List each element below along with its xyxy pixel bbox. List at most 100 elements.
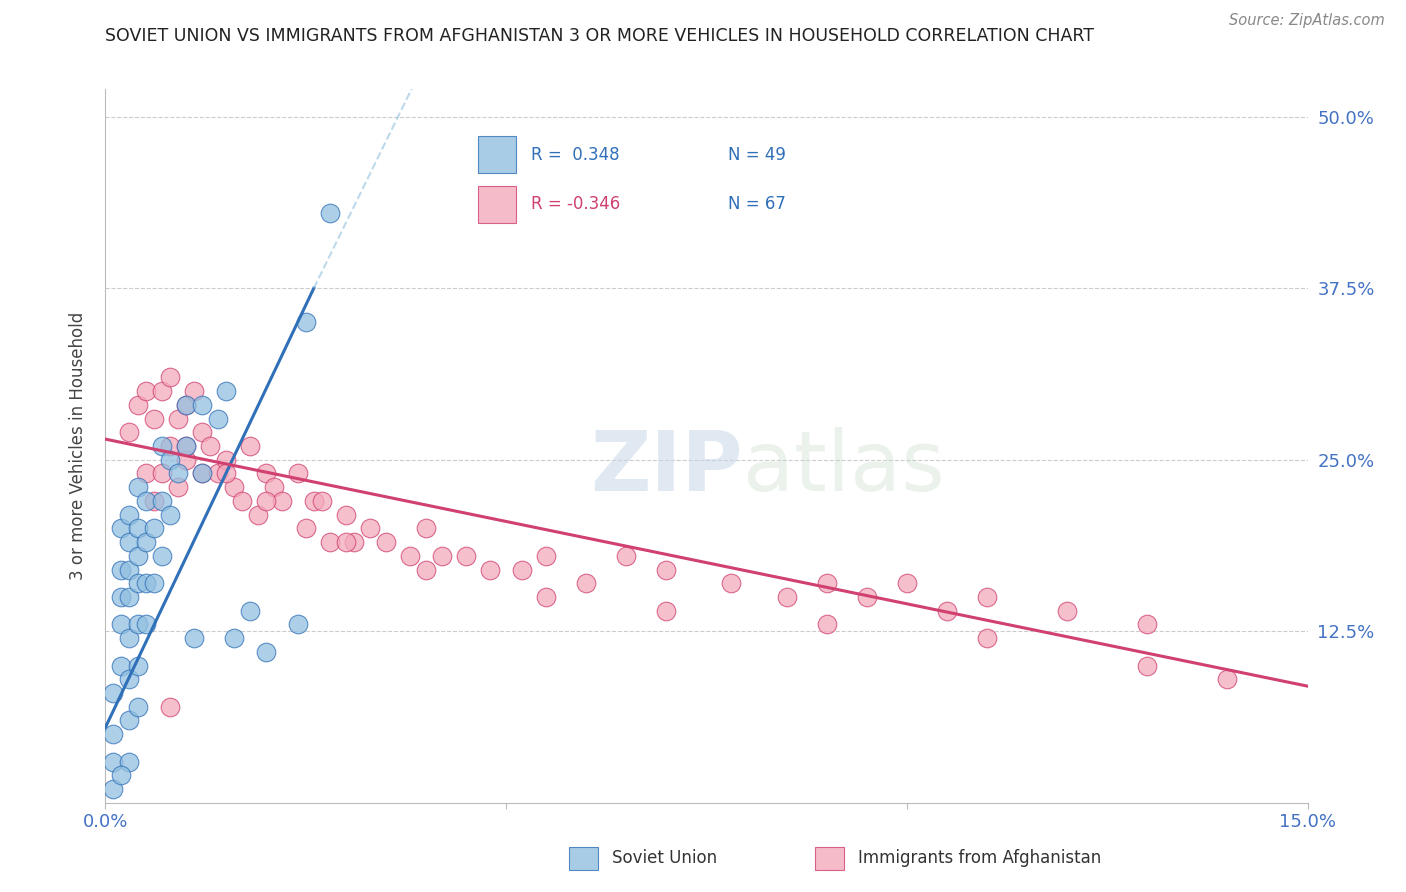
- Point: [454, 549, 477, 563]
- Point: [118, 535, 141, 549]
- Point: [142, 576, 165, 591]
- Point: [159, 370, 181, 384]
- Point: [214, 467, 236, 481]
- Point: [190, 467, 212, 481]
- Point: [159, 508, 181, 522]
- Point: [135, 535, 157, 549]
- Point: [135, 576, 157, 591]
- Point: [295, 521, 318, 535]
- Point: [110, 768, 132, 782]
- Point: [174, 398, 197, 412]
- Point: [103, 782, 125, 797]
- Point: [118, 755, 141, 769]
- Point: [207, 411, 229, 425]
- Point: [534, 549, 557, 563]
- Point: [936, 604, 959, 618]
- Point: [399, 549, 422, 563]
- Point: [159, 699, 181, 714]
- Point: [479, 562, 502, 576]
- Point: [174, 439, 197, 453]
- Point: [159, 439, 181, 453]
- Point: [1216, 673, 1239, 687]
- Point: [246, 508, 269, 522]
- Point: [174, 452, 197, 467]
- Point: [190, 398, 212, 412]
- Point: [510, 562, 533, 576]
- Point: [575, 576, 598, 591]
- Point: [127, 576, 149, 591]
- Point: [166, 411, 188, 425]
- Point: [150, 384, 173, 398]
- Text: Soviet Union: Soviet Union: [612, 849, 717, 867]
- Point: [302, 494, 325, 508]
- Point: [207, 467, 229, 481]
- Point: [222, 631, 245, 645]
- Point: [976, 631, 998, 645]
- Point: [415, 562, 437, 576]
- Point: [815, 576, 838, 591]
- Point: [174, 398, 197, 412]
- Y-axis label: 3 or more Vehicles in Household: 3 or more Vehicles in Household: [69, 312, 87, 580]
- Point: [190, 425, 212, 440]
- Point: [359, 521, 381, 535]
- Point: [127, 699, 149, 714]
- Point: [166, 467, 188, 481]
- Point: [142, 411, 165, 425]
- Point: [103, 755, 125, 769]
- Point: [150, 439, 173, 453]
- Point: [335, 535, 357, 549]
- Point: [319, 535, 342, 549]
- Point: [287, 467, 309, 481]
- Point: [150, 467, 173, 481]
- Point: [110, 521, 132, 535]
- Point: [655, 604, 678, 618]
- Point: [534, 590, 557, 604]
- Point: [311, 494, 333, 508]
- Point: [374, 535, 398, 549]
- Point: [110, 617, 132, 632]
- Point: [287, 617, 309, 632]
- Point: [103, 686, 125, 700]
- Point: [239, 604, 262, 618]
- Point: [135, 384, 157, 398]
- Point: [118, 590, 141, 604]
- Point: [159, 452, 181, 467]
- Text: ZIP: ZIP: [591, 427, 742, 508]
- Point: [254, 494, 277, 508]
- Point: [183, 384, 205, 398]
- Point: [319, 205, 342, 219]
- Point: [896, 576, 918, 591]
- Point: [1136, 617, 1159, 632]
- Point: [415, 521, 437, 535]
- Point: [118, 631, 141, 645]
- Point: [118, 425, 141, 440]
- Point: [127, 398, 149, 412]
- Point: [214, 384, 236, 398]
- Point: [720, 576, 742, 591]
- Point: [127, 617, 149, 632]
- Point: [254, 645, 277, 659]
- Point: [135, 467, 157, 481]
- Point: [142, 494, 165, 508]
- Text: Source: ZipAtlas.com: Source: ZipAtlas.com: [1229, 13, 1385, 29]
- Point: [655, 562, 678, 576]
- Point: [855, 590, 877, 604]
- Point: [335, 508, 357, 522]
- Text: atlas: atlas: [742, 427, 945, 508]
- Point: [110, 562, 132, 576]
- Point: [135, 617, 157, 632]
- Point: [222, 480, 245, 494]
- Text: SOVIET UNION VS IMMIGRANTS FROM AFGHANISTAN 3 OR MORE VEHICLES IN HOUSEHOLD CORR: SOVIET UNION VS IMMIGRANTS FROM AFGHANIS…: [105, 27, 1094, 45]
- Text: Immigrants from Afghanistan: Immigrants from Afghanistan: [858, 849, 1101, 867]
- Point: [127, 521, 149, 535]
- Point: [166, 480, 188, 494]
- Point: [270, 494, 292, 508]
- Point: [254, 467, 277, 481]
- Point: [776, 590, 799, 604]
- Point: [231, 494, 253, 508]
- Point: [190, 467, 212, 481]
- Point: [295, 316, 318, 330]
- Point: [127, 658, 149, 673]
- Point: [150, 494, 173, 508]
- Point: [118, 714, 141, 728]
